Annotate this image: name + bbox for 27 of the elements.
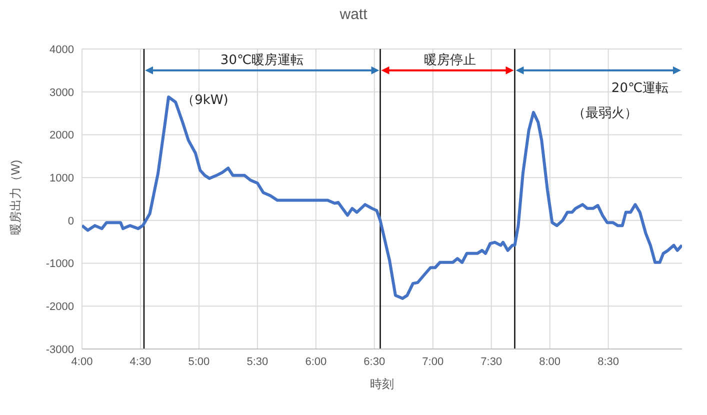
chart-title: watt <box>338 6 368 23</box>
y-tick-label: 3000 <box>50 86 74 99</box>
y-axis-title: 暖房出力（W) <box>8 160 24 236</box>
y-tick-label: 4000 <box>50 44 74 56</box>
x-tick-label: 6:00 <box>305 356 327 368</box>
x-tick-label: 4:00 <box>71 356 93 368</box>
x-axis-title: 時刻 <box>369 376 395 393</box>
y-tick-label: -2000 <box>46 301 74 314</box>
y-tick-label: 1000 <box>50 172 74 184</box>
x-tick-label: 8:30 <box>598 356 620 368</box>
x-tick-label: 6:30 <box>364 356 386 368</box>
x-tick-label: 7:00 <box>422 356 444 368</box>
y-tick-label: 2000 <box>50 130 74 142</box>
annotation: 30℃暖房運転 <box>220 52 304 68</box>
annotation: 暖房停止 <box>424 52 476 68</box>
x-tick-label: 8:00 <box>539 356 561 368</box>
annotation: （9kW) <box>182 93 228 108</box>
y-tick-label: 0 <box>68 215 74 228</box>
x-tick-label: 7:30 <box>480 356 502 368</box>
line-series <box>82 96 682 300</box>
annotation: （最弱火） <box>572 106 638 121</box>
x-tick-label: 5:30 <box>246 356 268 368</box>
x-tick-label: 5:00 <box>188 356 210 368</box>
x-tick-label: 4:30 <box>130 356 152 368</box>
annotation: 20℃運転 <box>611 81 669 96</box>
y-tick-label: -1000 <box>46 258 74 270</box>
y-tick-label: -3000 <box>46 344 74 356</box>
